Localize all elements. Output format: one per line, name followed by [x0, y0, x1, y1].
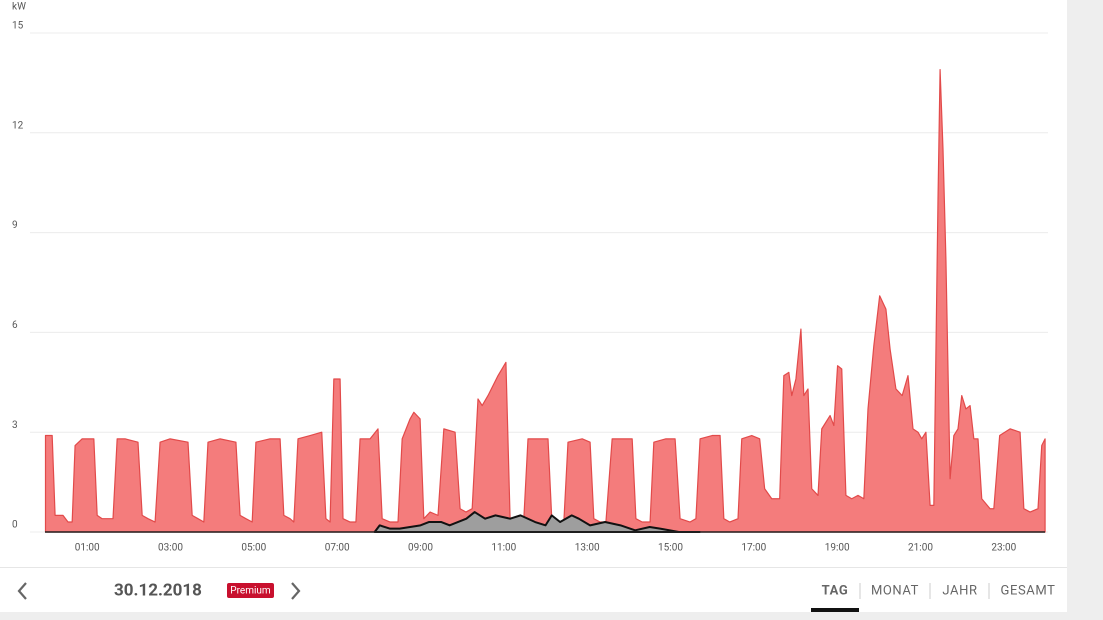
tabs: TAG MONAT JAHR GESAMT: [811, 583, 1055, 612]
tab[interactable]: GESAMT: [1001, 583, 1056, 598]
y-tick-label: 12: [12, 120, 24, 131]
tab[interactable]: TAG: [822, 583, 849, 598]
x-tick-label: 17:00: [741, 543, 766, 554]
bottom-strip: [0, 612, 1067, 620]
area-series: [44, 68, 1046, 533]
next-arrow[interactable]: [291, 582, 301, 600]
tab[interactable]: JAHR: [942, 583, 977, 598]
x-tick-label: 07:00: [325, 543, 350, 554]
premium-badge-bg: [227, 583, 274, 598]
active-tab-underline: [811, 608, 859, 612]
x-tick-label: 23:00: [991, 543, 1016, 554]
area-series: [373, 511, 701, 533]
y-tick-label: 3: [12, 420, 18, 431]
x-tick-label: 01:00: [75, 543, 100, 554]
x-tick-label: 09:00: [408, 543, 433, 554]
y-tick-label: 9: [12, 220, 18, 231]
y-tick-label: 15: [12, 21, 24, 32]
side-strip: [1067, 0, 1103, 620]
x-tick-label: 19:00: [825, 543, 850, 554]
x-tick-label: 05:00: [241, 543, 266, 554]
x-tick-label: 21:00: [908, 543, 933, 554]
date[interactable]: 30.12.2018: [114, 580, 202, 600]
x-tick-label: 03:00: [158, 543, 183, 554]
tab[interactable]: MONAT: [871, 583, 919, 598]
x-tick-label: 11:00: [491, 543, 516, 554]
x-tick-label: 15:00: [658, 543, 683, 554]
y-tick-label: 6: [12, 320, 18, 331]
x-tick-label: 13:00: [575, 543, 600, 554]
y-axis-unit: kW: [12, 2, 26, 13]
prev-arrow[interactable]: [17, 582, 27, 600]
chart: 0 3 6 9 12 15 01:00 03:00 05:00 07:00 09:00 11:00 13…: [12, 21, 1048, 554]
y-tick-label: 0: [12, 520, 18, 531]
premium-badge[interactable]: Premium: [230, 586, 271, 597]
